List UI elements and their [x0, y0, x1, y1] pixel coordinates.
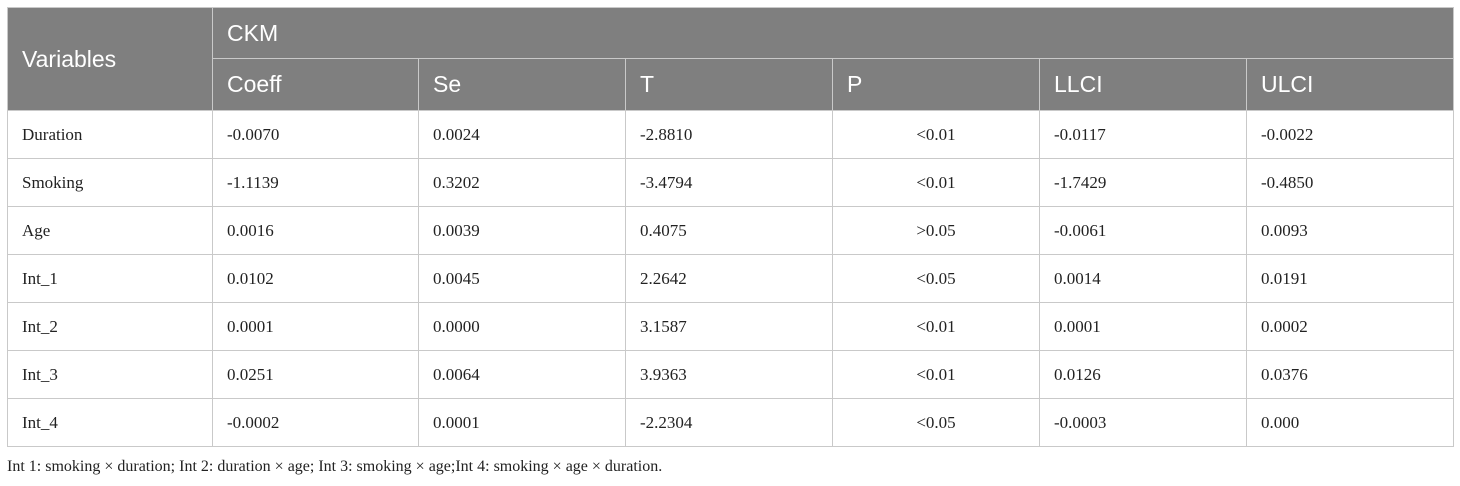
column-header-row: Coeff Se T P LLCI ULCI	[8, 58, 1455, 111]
table-header: Variables CKM Coeff Se T P LLCI ULCI	[7, 7, 1455, 111]
table-cell: 0.0093	[1245, 206, 1455, 255]
column-header: ULCI	[1245, 58, 1455, 111]
table-cell: -2.8810	[625, 110, 833, 159]
table-cell: 2.2642	[625, 254, 833, 303]
table-cell: 0.3202	[418, 158, 626, 207]
table-cell: -0.4850	[1245, 158, 1455, 207]
row-label: Int_3	[7, 350, 213, 399]
row-label: Int_2	[7, 302, 213, 351]
row-label: Age	[7, 206, 213, 255]
table-row: Int_3 0.0251 0.0064 3.9363 <0.01 0.0126 0.0376	[7, 350, 1455, 399]
table-cell: 0.0024	[418, 110, 626, 159]
table-body: Duration -0.0070 0.0024 -2.8810 <0.01 -0.0117…	[7, 110, 1455, 447]
table-cell: 3.1587	[625, 302, 833, 351]
row-label: Smoking	[7, 158, 213, 207]
results-table-container: Variables CKM Coeff Se T P LLCI ULCI Dur…	[7, 7, 1455, 447]
table-cell: 0.0001	[418, 398, 626, 447]
table-cell: <0.01	[832, 350, 1040, 399]
table-row: Smoking -1.1139 0.3202 -3.4794 <0.01 -1.7429-…	[7, 158, 1455, 207]
table-cell: -0.0022	[1245, 110, 1455, 159]
column-header: T	[625, 58, 833, 111]
table-row: Int_1 0.0102 0.0045 2.2642 <0.05 0.0014 0.0191	[7, 254, 1455, 303]
table-cell: <0.01	[832, 158, 1040, 207]
table-cell: 0.000	[1245, 398, 1455, 447]
table-cell: 0.0126	[1039, 350, 1247, 399]
table-cell: 0.0376	[1245, 350, 1455, 399]
table-cell: 0.0064	[418, 350, 626, 399]
column-header: LLCI	[1039, 58, 1247, 111]
table-row: Int_2 0.0001 0.0000 3.1587 <0.01 0.0001 0.0002	[7, 302, 1455, 351]
column-header: Coeff	[212, 58, 419, 111]
table-cell: -1.1139	[212, 158, 419, 207]
table-cell: -0.0003	[1039, 398, 1247, 447]
table-cell: -3.4794	[625, 158, 833, 207]
table-cell: 0.0001	[1039, 302, 1247, 351]
table-cell: -2.2304	[625, 398, 833, 447]
table-cell: 0.0039	[418, 206, 626, 255]
column-header: Se	[418, 58, 626, 111]
table-cell: 0.0016	[212, 206, 419, 255]
row-label: Duration	[7, 110, 213, 159]
table-cell: -0.0002	[212, 398, 419, 447]
column-header: P	[832, 58, 1040, 111]
regression-table: Variables CKM Coeff Se T P LLCI ULCI Dur…	[7, 7, 1455, 447]
row-label: Int_4	[7, 398, 213, 447]
table-cell: 0.0002	[1245, 302, 1455, 351]
table-cell: >0.05	[832, 206, 1040, 255]
table-row: Duration -0.0070 0.0024 -2.8810 <0.01 -0.0117…	[7, 110, 1455, 159]
table-cell: -1.7429	[1039, 158, 1247, 207]
table-cell: 0.4075	[625, 206, 833, 255]
table-cell: 0.0014	[1039, 254, 1247, 303]
table-cell: <0.05	[832, 254, 1040, 303]
table-cell: 0.0001	[212, 302, 419, 351]
table-cell: -0.0117	[1039, 110, 1247, 159]
table-cell: 0.0045	[418, 254, 626, 303]
table-cell: 0.0102	[212, 254, 419, 303]
table-cell: <0.05	[832, 398, 1040, 447]
variables-header: Variables	[7, 7, 213, 111]
ckm-group-header: CKM	[211, 7, 1455, 59]
table-row: Int_4 -0.0002 0.0001 -2.2304 <0.05 -0.0003 0.0…	[7, 398, 1455, 447]
table-cell: -0.0061	[1039, 206, 1247, 255]
table-cell: <0.01	[832, 302, 1040, 351]
table-footnote: Int 1: smoking × duration; Int 2: durati…	[7, 458, 663, 475]
table-cell: 3.9363	[625, 350, 833, 399]
table-cell: -0.0070	[212, 110, 419, 159]
row-label: Int_1	[7, 254, 213, 303]
table-cell: 0.0191	[1245, 254, 1455, 303]
table-row: Age 0.0016 0.0039 0.4075 >0.05 -0.0061 0.0093	[7, 206, 1455, 255]
table-cell: 0.0251	[212, 350, 419, 399]
table-cell: <0.01	[832, 110, 1040, 159]
table-cell: 0.0000	[418, 302, 626, 351]
